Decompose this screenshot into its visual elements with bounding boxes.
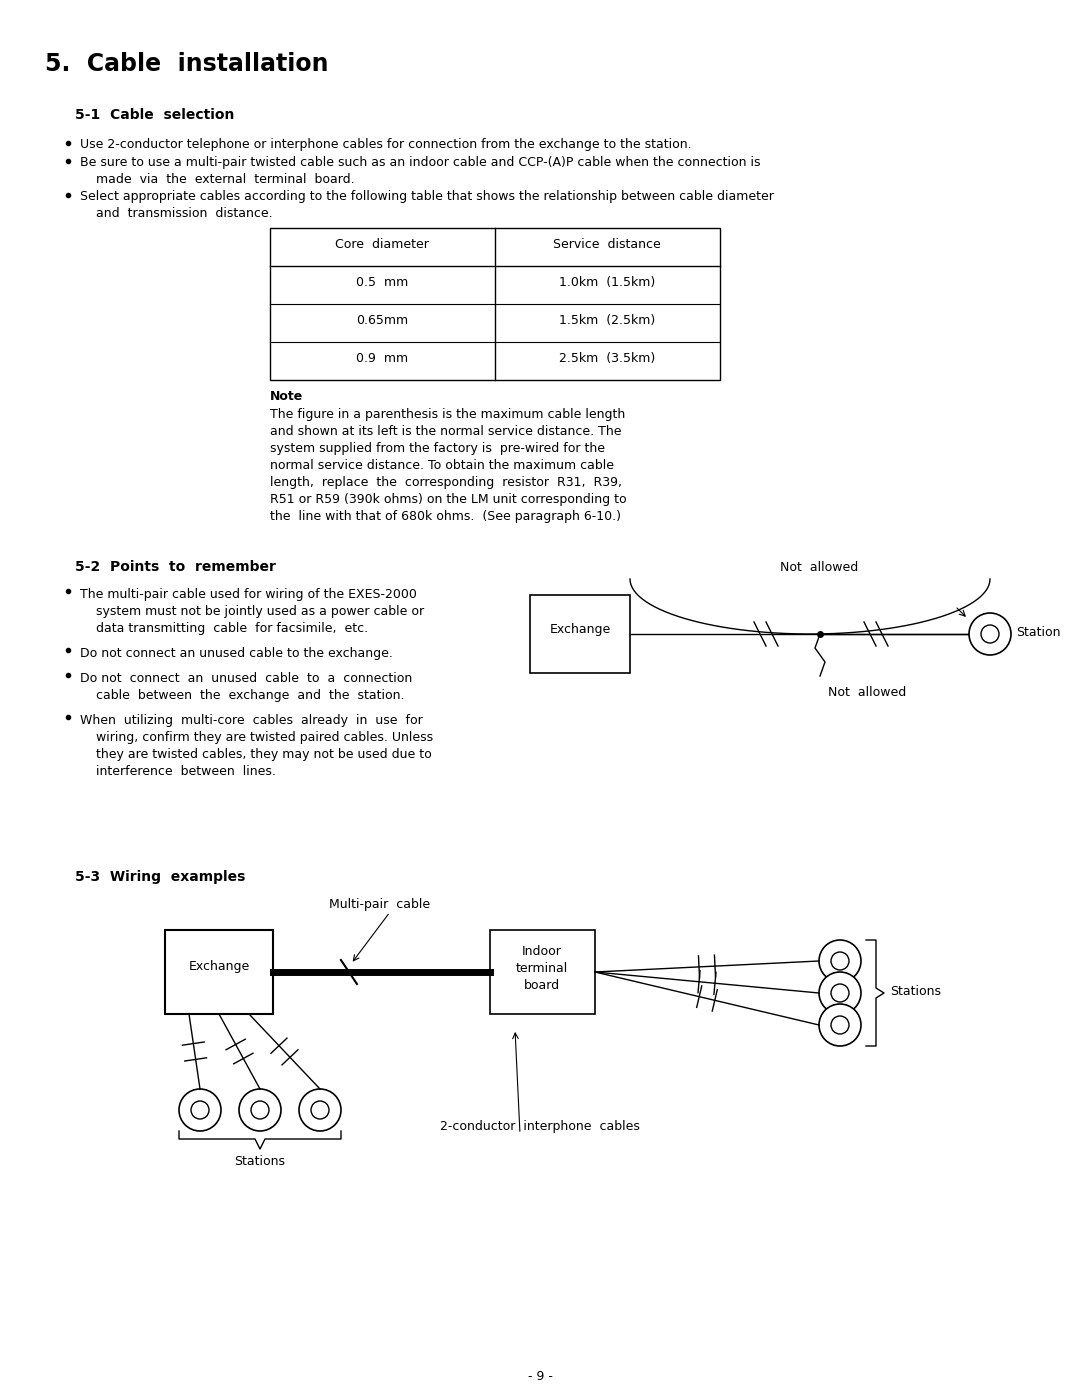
Text: Not  allowed: Not allowed — [780, 562, 859, 574]
Bar — [530, 595, 630, 673]
Text: system supplied from the factory is  pre-wired for the: system supplied from the factory is pre-… — [270, 441, 605, 455]
Text: 0.9  mm: 0.9 mm — [356, 352, 408, 365]
Text: 2.5km  (3.5km): 2.5km (3.5km) — [558, 352, 656, 365]
Text: Be sure to use a multi-pair twisted cable such as an indoor cable and CCP-(A)P c: Be sure to use a multi-pair twisted cabl… — [80, 156, 760, 169]
Text: 0.5  mm: 0.5 mm — [356, 277, 408, 289]
Text: Service  distance: Service distance — [553, 237, 661, 251]
Text: normal service distance. To obtain the maximum cable: normal service distance. To obtain the m… — [270, 460, 615, 472]
Text: 1.0km  (1.5km): 1.0km (1.5km) — [558, 277, 656, 289]
Text: Use 2-conductor telephone or interphone cables for connection from the exchange : Use 2-conductor telephone or interphone … — [80, 138, 691, 151]
Circle shape — [819, 940, 861, 982]
Circle shape — [981, 624, 999, 643]
Circle shape — [251, 1101, 269, 1119]
Text: R51 or R59 (390k ohms) on the LM unit corresponding to: R51 or R59 (390k ohms) on the LM unit co… — [270, 493, 626, 506]
Text: The figure in a parenthesis is the maximum cable length: The figure in a parenthesis is the maxim… — [270, 408, 625, 420]
Text: Exchange: Exchange — [188, 960, 249, 972]
Text: and shown at its left is the normal service distance. The: and shown at its left is the normal serv… — [270, 425, 621, 439]
Text: Stations: Stations — [890, 985, 941, 997]
Text: data transmitting  cable  for facsimile,  etc.: data transmitting cable for facsimile, e… — [96, 622, 368, 636]
Text: length,  replace  the  corresponding  resistor  R31,  R39,: length, replace the corresponding resist… — [270, 476, 622, 489]
Text: Exchange: Exchange — [550, 623, 610, 636]
Text: Select appropriate cables according to the following table that shows the relati: Select appropriate cables according to t… — [80, 190, 774, 203]
Text: Stations: Stations — [234, 1155, 285, 1168]
Text: Indoor: Indoor — [522, 944, 562, 958]
Bar — [270, 228, 720, 380]
Text: Core  diameter: Core diameter — [335, 237, 429, 251]
Circle shape — [819, 972, 861, 1014]
Text: Note: Note — [270, 390, 303, 402]
Circle shape — [179, 1090, 221, 1132]
Text: Not  allowed: Not allowed — [828, 686, 906, 698]
Text: terminal: terminal — [516, 963, 568, 975]
Text: - 9 -: - 9 - — [527, 1370, 553, 1383]
Circle shape — [831, 983, 849, 1002]
Text: wiring, confirm they are twisted paired cables. Unless: wiring, confirm they are twisted paired … — [96, 731, 433, 745]
Text: board: board — [524, 979, 561, 992]
Circle shape — [831, 1016, 849, 1034]
Text: and  transmission  distance.: and transmission distance. — [96, 207, 272, 219]
Circle shape — [191, 1101, 210, 1119]
Text: made  via  the  external  terminal  board.: made via the external terminal board. — [96, 173, 354, 186]
Text: 5-3  Wiring  examples: 5-3 Wiring examples — [75, 870, 245, 884]
Text: 0.65mm: 0.65mm — [356, 314, 408, 327]
Text: Multi-pair  cable: Multi-pair cable — [329, 898, 431, 911]
Text: When  utilizing  multi-core  cables  already  in  use  for: When utilizing multi-core cables already… — [80, 714, 422, 726]
Circle shape — [819, 1004, 861, 1046]
Text: system must not be jointly used as a power cable or: system must not be jointly used as a pow… — [96, 605, 424, 617]
Bar — [165, 930, 273, 1014]
Bar — [490, 930, 595, 1014]
Circle shape — [239, 1090, 281, 1132]
Text: cable  between  the  exchange  and  the  station.: cable between the exchange and the stati… — [96, 689, 405, 703]
Text: Do not connect an unused cable to the exchange.: Do not connect an unused cable to the ex… — [80, 647, 393, 659]
Text: the  line with that of 680k ohms.  (See paragraph 6-10.): the line with that of 680k ohms. (See pa… — [270, 510, 621, 522]
Text: they are twisted cables, they may not be used due to: they are twisted cables, they may not be… — [96, 747, 432, 761]
Text: interference  between  lines.: interference between lines. — [96, 766, 275, 778]
Circle shape — [969, 613, 1011, 655]
Text: 5.  Cable  installation: 5. Cable installation — [45, 52, 328, 75]
Circle shape — [299, 1090, 341, 1132]
Text: 1.5km  (2.5km): 1.5km (2.5km) — [558, 314, 656, 327]
Circle shape — [311, 1101, 329, 1119]
Text: 5-1  Cable  selection: 5-1 Cable selection — [75, 108, 234, 122]
Text: The multi-pair cable used for wiring of the EXES-2000: The multi-pair cable used for wiring of … — [80, 588, 417, 601]
Circle shape — [831, 951, 849, 970]
Text: 5-2  Points  to  remember: 5-2 Points to remember — [75, 560, 275, 574]
Text: 2-conductor  interphone  cables: 2-conductor interphone cables — [440, 1120, 640, 1133]
Text: Station: Station — [1016, 626, 1061, 638]
Text: Do not  connect  an  unused  cable  to  a  connection: Do not connect an unused cable to a conn… — [80, 672, 413, 685]
